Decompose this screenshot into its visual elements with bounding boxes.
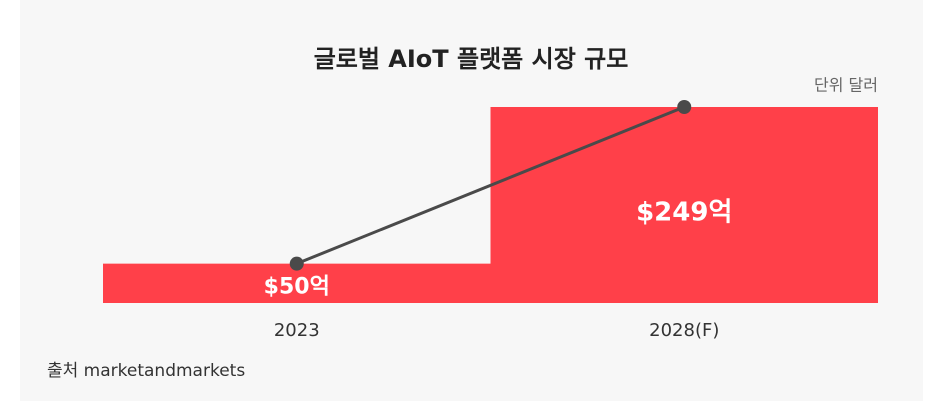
unit-note: 단위 달러	[814, 76, 878, 95]
value-label: $249억	[636, 198, 732, 228]
source-note: 출처 marketandmarkets	[47, 361, 245, 381]
x-tick-label: 2023	[274, 320, 320, 341]
trend-line	[296, 105, 685, 266]
trend-dot	[677, 100, 692, 114]
chart-title: 글로벌 AIoT 플랫폼 시장 규모	[314, 45, 629, 73]
bar	[490, 107, 878, 303]
value-label: $50억	[264, 274, 330, 299]
x-tick-label: 2028(F)	[649, 320, 719, 341]
trend-dot	[289, 256, 304, 271]
